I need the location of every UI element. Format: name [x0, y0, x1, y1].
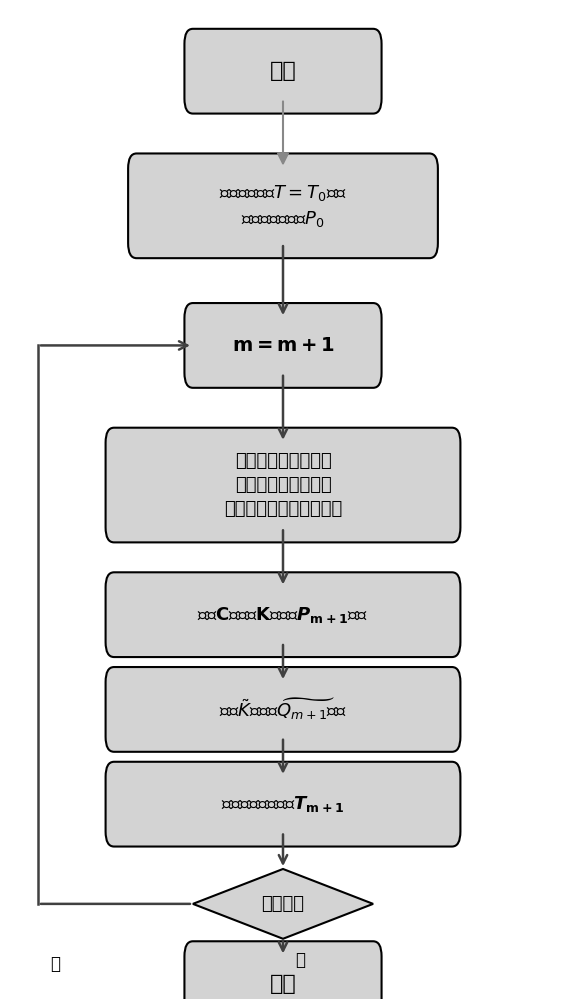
Text: 结束: 结束: [269, 974, 297, 994]
Text: 开始: 开始: [269, 61, 297, 81]
FancyBboxPatch shape: [106, 572, 460, 657]
FancyBboxPatch shape: [106, 762, 460, 847]
FancyBboxPatch shape: [106, 667, 460, 752]
Polygon shape: [193, 869, 373, 939]
Text: 是否结束: 是否结束: [261, 895, 305, 913]
Text: 计算C矩阵、K矩阵、$\boldsymbol{P}_{\mathbf{m+1}}$向量: 计算C矩阵、K矩阵、$\boldsymbol{P}_{\mathbf{m+1}}…: [198, 605, 368, 625]
FancyBboxPatch shape: [106, 428, 460, 542]
Text: 计算$\tilde{K}$矩阵、$\widetilde{Q_{m+1}}$向量: 计算$\tilde{K}$矩阵、$\widetilde{Q_{m+1}}$向量: [219, 696, 347, 722]
FancyBboxPatch shape: [185, 29, 381, 114]
Text: 计算碳酚醛层吸热量
计算玻璃钢层吸热量
计算各层导热系数、热容: 计算碳酚醛层吸热量 计算玻璃钢层吸热量 计算各层导热系数、热容: [224, 452, 342, 518]
Text: $\mathbf{m=m+1}$: $\mathbf{m=m+1}$: [231, 336, 335, 355]
FancyBboxPatch shape: [128, 153, 438, 258]
Text: 否: 否: [50, 955, 60, 973]
Text: 求解方程组，获得$\boldsymbol{T}_{\mathbf{m+1}}$: 求解方程组，获得$\boldsymbol{T}_{\mathbf{m+1}}$: [221, 794, 345, 814]
FancyBboxPatch shape: [185, 303, 381, 388]
Text: 是: 是: [295, 951, 305, 969]
Text: 设置初始温度$T=T_0$，计
算右端热载荷项$P_0$: 设置初始温度$T=T_0$，计 算右端热载荷项$P_0$: [219, 183, 347, 229]
FancyBboxPatch shape: [185, 941, 381, 1000]
